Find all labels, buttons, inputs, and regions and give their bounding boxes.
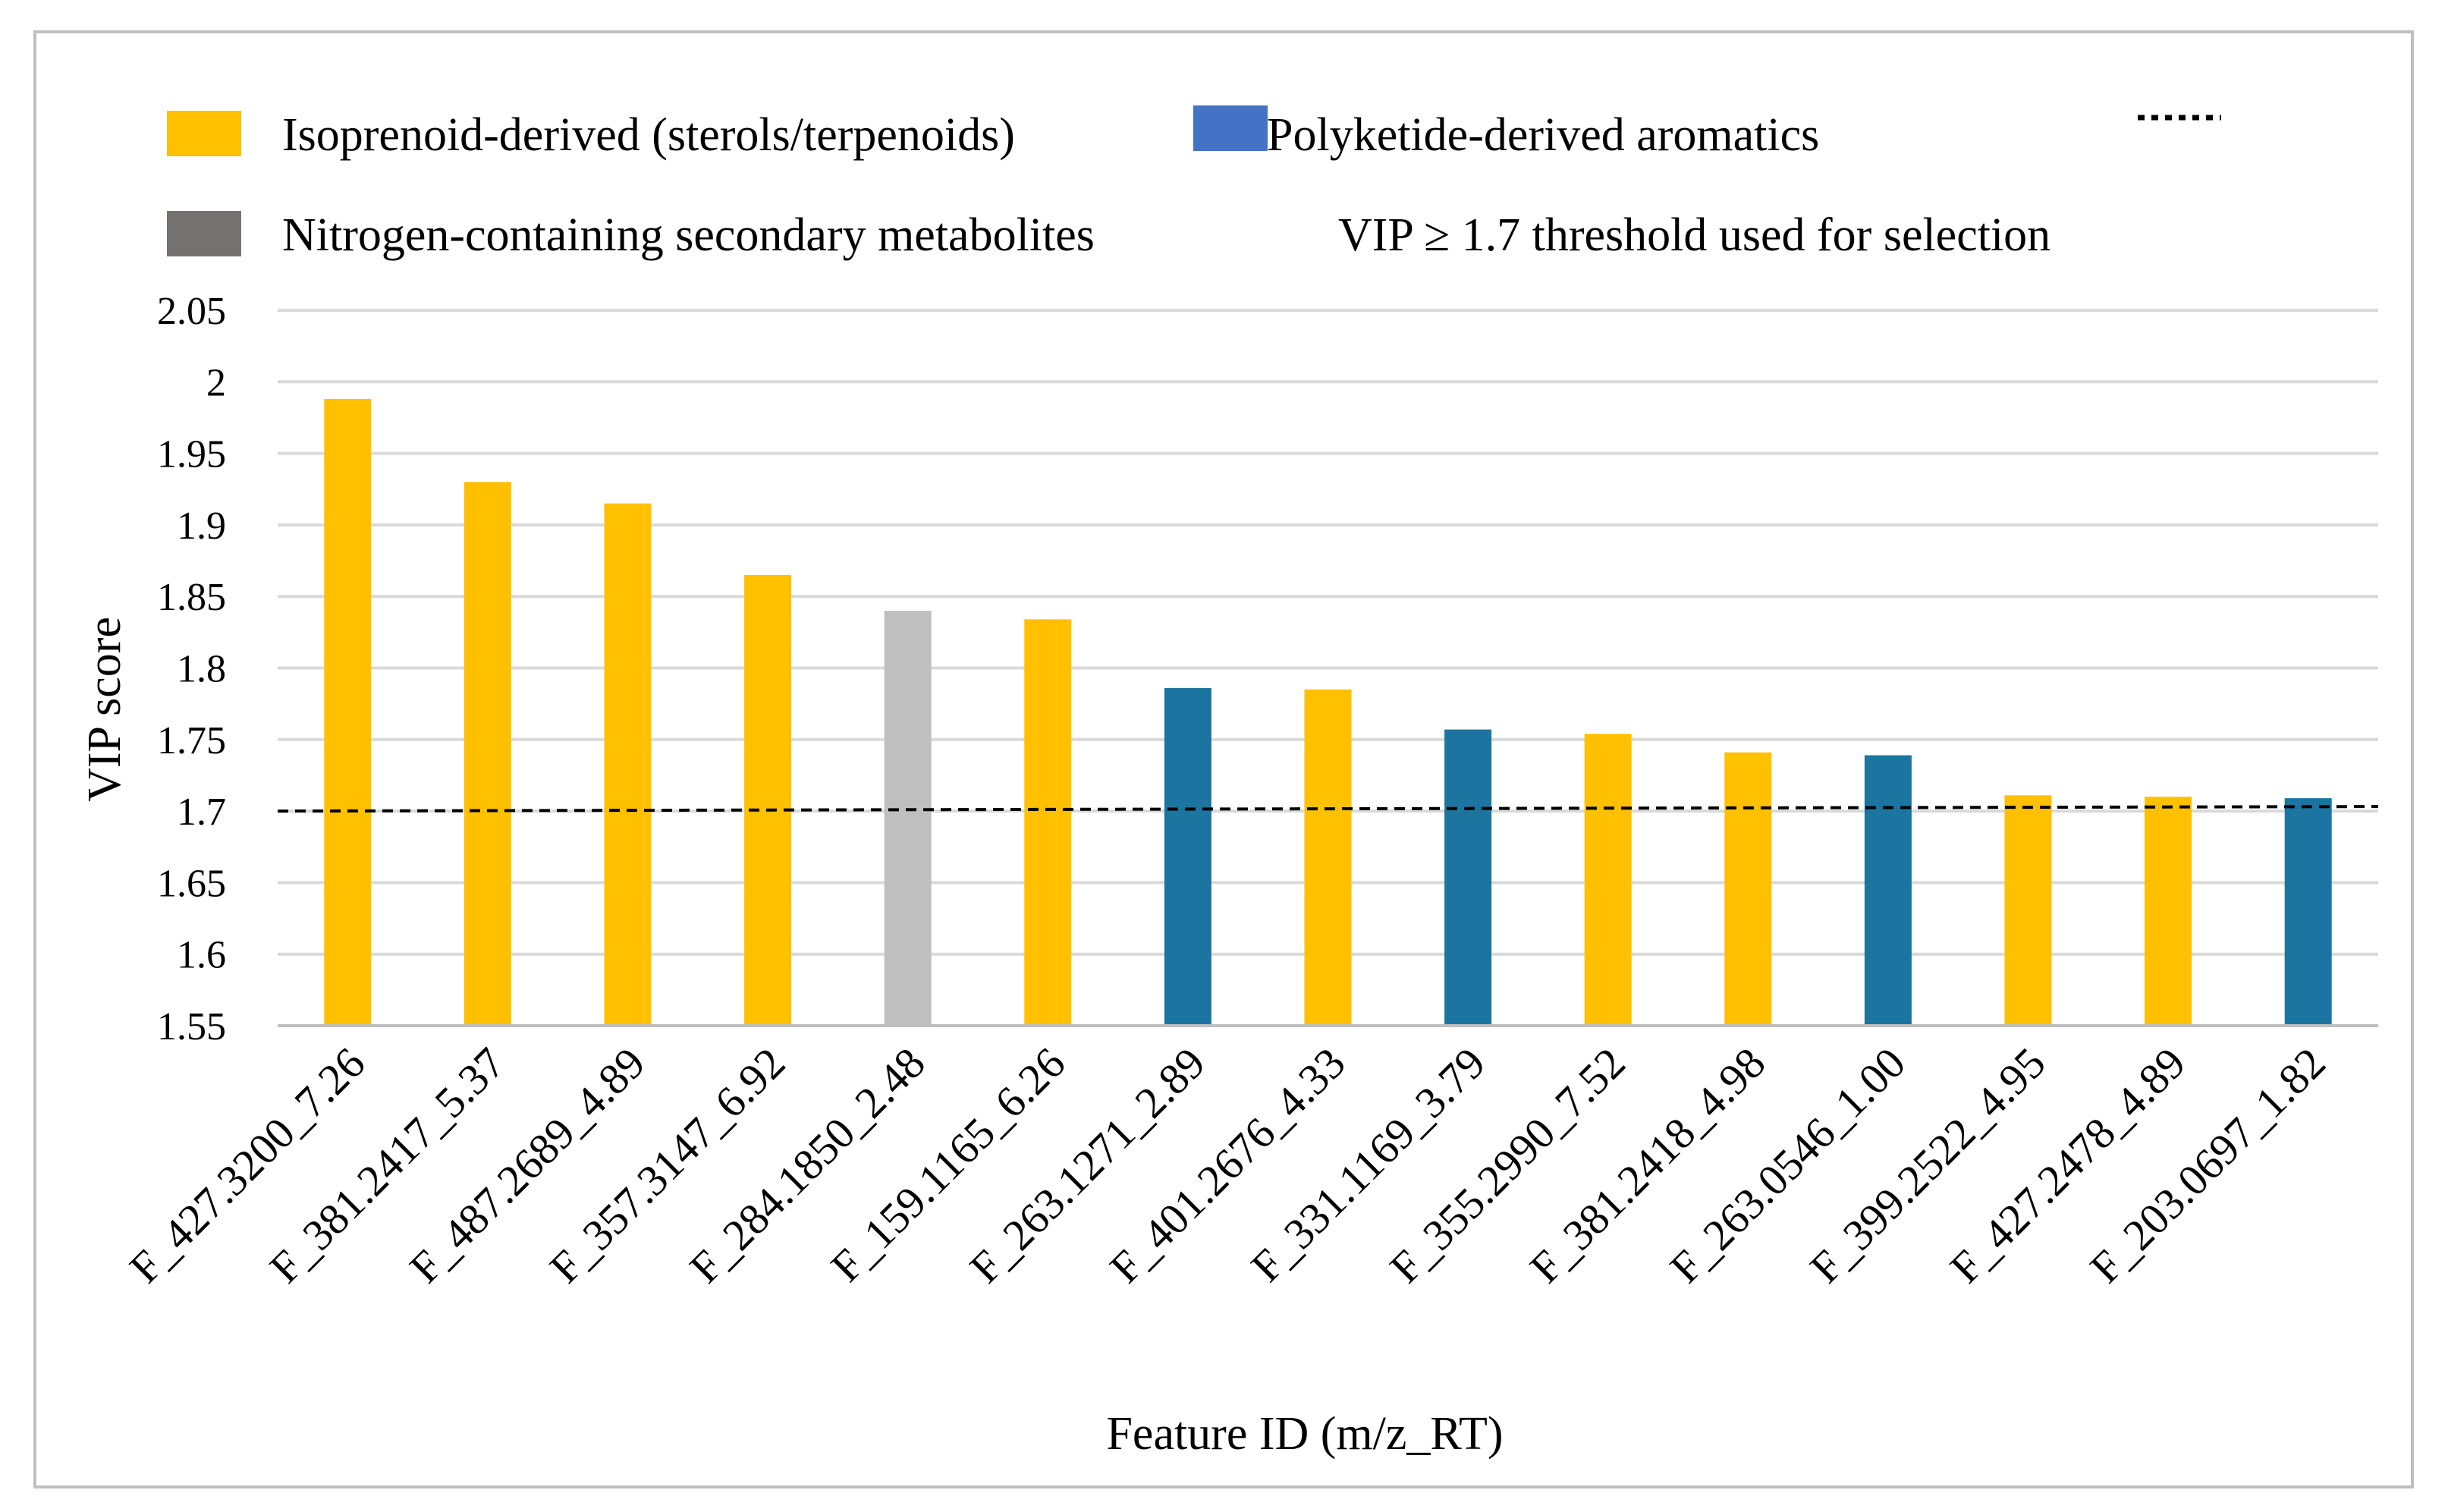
chart-frame [33, 30, 2414, 1488]
y-tick-label: 1.8 [177, 648, 226, 691]
bar [604, 503, 652, 1026]
bar [1444, 729, 1492, 1026]
bar [464, 482, 511, 1026]
bar [1164, 687, 1211, 1026]
y-axis-title: VIP score [79, 617, 130, 802]
legend-swatch-polyketide [1193, 105, 1268, 151]
legend-swatch-nitrogen [167, 211, 241, 256]
bars [324, 398, 2332, 1026]
bar [884, 611, 932, 1026]
bar [2004, 795, 2052, 1026]
y-tick-label: 1.6 [177, 934, 226, 977]
bar [1584, 734, 1632, 1026]
legend-swatch-isoprenoid [167, 111, 241, 156]
bar [324, 398, 372, 1026]
y-tick-label: 1.85 [157, 576, 226, 619]
y-tick-label: 1.95 [157, 433, 226, 476]
bar [1864, 755, 1912, 1026]
y-tick-label: 1.55 [157, 1005, 226, 1048]
bar [1024, 619, 1072, 1026]
y-tick-label: 2 [206, 361, 226, 404]
bar [2145, 797, 2192, 1026]
threshold-line [277, 805, 2379, 813]
y-tick-label: 1.65 [157, 862, 226, 905]
bar [744, 574, 792, 1026]
x-axis-title: Feature ID (m/z_RT) [1106, 1408, 1503, 1460]
legend-label-isoprenoid: Isoprenoid-derived (sterols/terpenoids) [282, 109, 1015, 161]
legend: Isoprenoid-derived (sterols/terpenoids) … [167, 105, 2221, 261]
bar [2284, 798, 2332, 1026]
y-axis-ticks: 1.55 1.6 1.65 1.7 1.75 1.8 1.85 1.9 1.95 2 2.05 [157, 290, 226, 1048]
legend-label-threshold: VIP ≥ 1.7 threshold used for selection [1338, 209, 2050, 261]
y-tick-label: 1.75 [157, 719, 226, 762]
legend-label-nitrogen: Nitrogen-containing secondary metabolite… [282, 209, 1095, 261]
y-tick-label: 1.9 [177, 505, 226, 548]
y-tick-label: 2.05 [157, 290, 226, 333]
bar [1724, 752, 1772, 1026]
y-tick-label: 1.7 [177, 791, 226, 834]
bar [1304, 689, 1352, 1026]
legend-label-polyketide: Polyketide-derived aromatics [1267, 109, 1819, 161]
